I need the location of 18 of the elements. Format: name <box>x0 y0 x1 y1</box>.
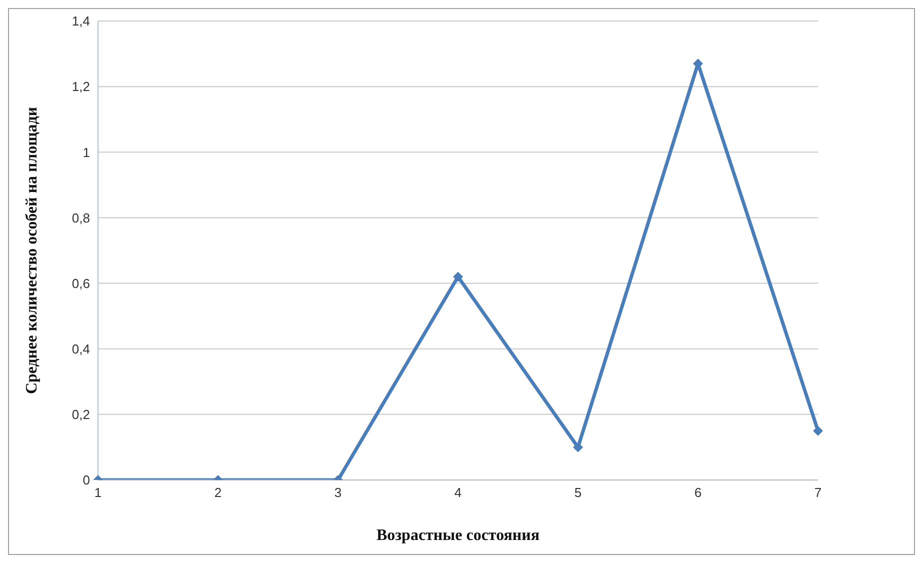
x-tick-label: 2 <box>214 485 222 500</box>
y-tick-label: 1,2 <box>72 79 90 94</box>
y-tick-label: 1,4 <box>72 14 90 29</box>
y-tick-label: 0,2 <box>72 407 90 422</box>
y-tick-label: 0,4 <box>72 341 90 356</box>
x-tick-label: 1 <box>94 485 102 500</box>
y-tick-label: 0,6 <box>72 276 90 291</box>
point <box>453 272 463 282</box>
x-axis-title: Возрастные состояния <box>376 527 540 544</box>
x-tick-label: 7 <box>814 485 822 500</box>
y-tick-label: 1 <box>82 144 90 160</box>
y-axis-title: Среднее количество особей на площади <box>24 106 41 394</box>
x-tick-label: 5 <box>574 485 582 500</box>
x-tick-label: 6 <box>694 485 702 500</box>
x-tick-label: 3 <box>334 485 342 500</box>
x-tick-label: 4 <box>454 485 462 500</box>
y-tick-label: 0 <box>82 472 90 488</box>
y-tick-label: 0,8 <box>72 210 90 226</box>
